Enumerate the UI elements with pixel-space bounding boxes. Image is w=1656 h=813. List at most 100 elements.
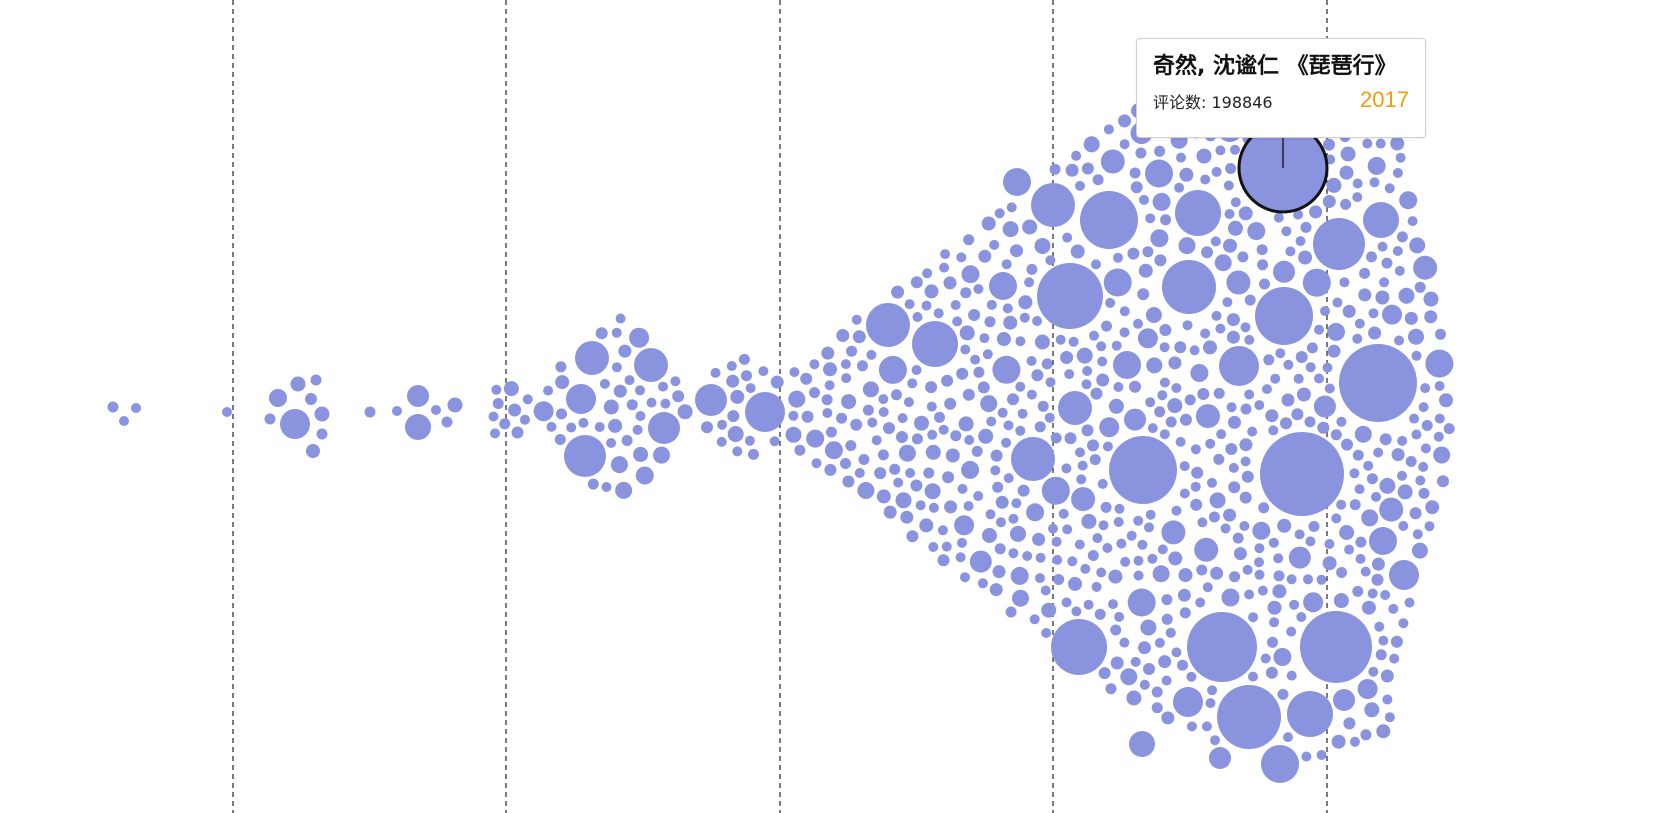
bubble[interactable] bbox=[1221, 588, 1240, 607]
bubble[interactable] bbox=[980, 395, 998, 413]
bubble[interactable] bbox=[850, 418, 863, 431]
bubble[interactable] bbox=[997, 407, 1008, 418]
bubble[interactable] bbox=[1332, 297, 1343, 308]
bubble[interactable] bbox=[305, 393, 317, 405]
bubble[interactable] bbox=[995, 495, 1009, 509]
bubble[interactable] bbox=[1205, 698, 1216, 709]
bubble[interactable] bbox=[1343, 717, 1356, 730]
bubble[interactable] bbox=[801, 410, 814, 423]
bubble[interactable] bbox=[977, 381, 990, 394]
bubble[interactable] bbox=[1409, 237, 1426, 254]
bubble[interactable] bbox=[1210, 566, 1224, 580]
bubble[interactable] bbox=[1211, 310, 1222, 321]
bubble[interactable] bbox=[1313, 395, 1336, 418]
bubble[interactable] bbox=[1145, 509, 1156, 520]
bubble[interactable] bbox=[658, 381, 668, 392]
bubble[interactable] bbox=[1146, 357, 1163, 374]
bubble[interactable] bbox=[1190, 481, 1201, 492]
bubble[interactable] bbox=[1425, 500, 1440, 515]
bubble[interactable] bbox=[1026, 263, 1038, 275]
bubble[interactable] bbox=[1323, 138, 1335, 151]
bubble[interactable] bbox=[925, 381, 938, 394]
bubble[interactable] bbox=[1114, 611, 1125, 622]
bubble[interactable] bbox=[1140, 619, 1157, 636]
bubble[interactable] bbox=[1006, 202, 1017, 213]
bubble[interactable] bbox=[1366, 251, 1377, 263]
bubble[interactable] bbox=[1161, 613, 1173, 625]
bubble[interactable] bbox=[1113, 382, 1124, 392]
bubble[interactable] bbox=[1394, 265, 1405, 276]
bubble[interactable] bbox=[741, 370, 752, 382]
bubble[interactable] bbox=[1389, 653, 1400, 664]
bubble[interactable] bbox=[1137, 539, 1148, 550]
bubble[interactable] bbox=[1137, 328, 1158, 349]
bubble[interactable] bbox=[1129, 380, 1141, 393]
bubble[interactable] bbox=[1108, 569, 1123, 584]
bubble[interactable] bbox=[1116, 538, 1127, 549]
bubble[interactable] bbox=[942, 471, 955, 484]
bubble[interactable] bbox=[821, 394, 833, 406]
bubble[interactable] bbox=[599, 378, 610, 389]
bubble[interactable] bbox=[1273, 260, 1295, 283]
bubble[interactable] bbox=[924, 284, 939, 299]
bubble[interactable] bbox=[956, 252, 967, 263]
bubble[interactable] bbox=[1096, 373, 1110, 387]
bubble[interactable] bbox=[1411, 350, 1422, 361]
bubble[interactable] bbox=[896, 431, 908, 443]
bubble[interactable] bbox=[1371, 573, 1384, 586]
bubble[interactable] bbox=[1229, 571, 1241, 583]
bubble[interactable] bbox=[1214, 254, 1232, 272]
bubble[interactable] bbox=[846, 345, 858, 357]
bubble[interactable] bbox=[1379, 477, 1396, 494]
bubble[interactable] bbox=[1184, 394, 1196, 406]
bubble[interactable] bbox=[1232, 532, 1244, 544]
bubble[interactable] bbox=[1113, 252, 1123, 263]
bubble[interactable] bbox=[973, 366, 985, 378]
bubble[interactable] bbox=[1331, 734, 1346, 749]
bubble[interactable] bbox=[1071, 487, 1096, 512]
bubble[interactable] bbox=[992, 481, 1004, 493]
bubble[interactable] bbox=[1091, 259, 1101, 270]
bubble[interactable] bbox=[1388, 603, 1399, 614]
bubble[interactable] bbox=[858, 454, 870, 465]
bubble[interactable] bbox=[990, 465, 1001, 476]
bubble[interactable] bbox=[1058, 508, 1069, 519]
bubble[interactable] bbox=[1439, 393, 1453, 408]
bubble[interactable] bbox=[1228, 415, 1241, 429]
bubble[interactable] bbox=[1225, 443, 1238, 455]
bubble[interactable] bbox=[1336, 416, 1347, 427]
bubble[interactable] bbox=[745, 383, 756, 394]
bubble[interactable] bbox=[726, 374, 740, 388]
bubble[interactable] bbox=[1083, 599, 1094, 610]
bubble[interactable] bbox=[911, 365, 922, 375]
bubble[interactable] bbox=[1139, 679, 1150, 690]
bubble[interactable] bbox=[878, 355, 907, 384]
bubble[interactable] bbox=[1424, 310, 1438, 324]
bubble[interactable] bbox=[1102, 441, 1113, 452]
bubble[interactable] bbox=[1308, 521, 1320, 532]
bubble[interactable] bbox=[1398, 618, 1409, 629]
bubble[interactable] bbox=[1333, 593, 1349, 609]
bubble[interactable] bbox=[1322, 195, 1336, 208]
bubble[interactable] bbox=[1286, 626, 1297, 637]
bubble[interactable] bbox=[939, 262, 950, 273]
bubble[interactable] bbox=[979, 333, 990, 344]
bubble[interactable] bbox=[1015, 336, 1026, 347]
bubble[interactable] bbox=[1062, 232, 1073, 243]
bubble[interactable] bbox=[1002, 221, 1019, 238]
bubble[interactable] bbox=[1202, 582, 1213, 593]
bubble[interactable] bbox=[1175, 436, 1186, 447]
bubble[interactable] bbox=[107, 401, 119, 413]
bubble[interactable] bbox=[1154, 406, 1166, 418]
bubble[interactable] bbox=[1151, 686, 1163, 698]
bubble[interactable] bbox=[1034, 421, 1046, 433]
bubble[interactable] bbox=[1354, 425, 1372, 443]
bubble[interactable] bbox=[1396, 231, 1408, 243]
bubble[interactable] bbox=[264, 413, 276, 425]
bubble[interactable] bbox=[1213, 387, 1225, 399]
bubble[interactable] bbox=[862, 381, 879, 398]
bubble[interactable] bbox=[1342, 304, 1356, 318]
bubble[interactable] bbox=[1239, 521, 1250, 531]
bubble[interactable] bbox=[1190, 364, 1209, 382]
bubble[interactable] bbox=[1375, 649, 1387, 661]
